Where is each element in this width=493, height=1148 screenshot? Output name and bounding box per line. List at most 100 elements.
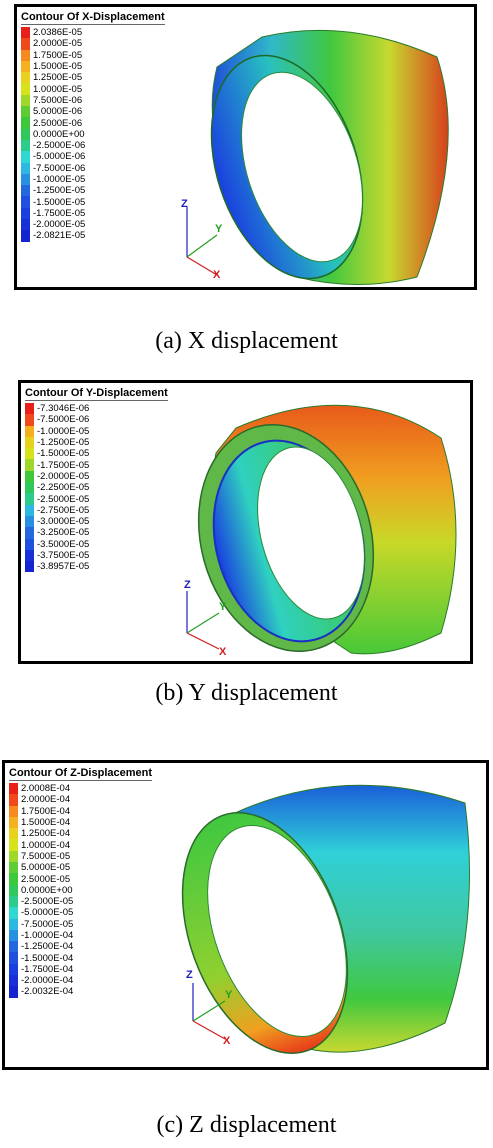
legend-rows: 2.0386E-05 2.0000E-05 1.7500E-05 1.5000E-05… bbox=[21, 27, 165, 242]
legend-value: 1.2500E-04 bbox=[21, 828, 71, 840]
legend-swatch bbox=[25, 414, 34, 426]
legend-divider bbox=[9, 780, 153, 781]
legend-title: Contour Of Z-Displacement bbox=[9, 767, 153, 779]
legend-value: -1.5000E-04 bbox=[21, 952, 74, 964]
ring-z-svg bbox=[181, 784, 470, 1054]
legend-row: -2.0000E-05 bbox=[25, 470, 168, 483]
legend-value: -1.2500E-05 bbox=[37, 437, 90, 449]
legend-row: -1.0000E-05 bbox=[21, 173, 165, 186]
legend-value: 5.0000E-06 bbox=[33, 106, 83, 118]
legend-value: -7.5000E-05 bbox=[21, 918, 74, 930]
legend-swatch bbox=[9, 873, 18, 885]
axis-triad-z bbox=[192, 983, 226, 1040]
axis-label-y: Y bbox=[225, 989, 233, 1001]
legend-swatch bbox=[21, 128, 30, 140]
legend-swatch bbox=[25, 549, 34, 562]
legend-value: 1.0000E-05 bbox=[33, 83, 83, 95]
legend-value: 1.5000E-05 bbox=[33, 61, 83, 73]
legend-swatch bbox=[9, 805, 18, 817]
legend-row: 1.0000E-04 bbox=[9, 839, 152, 851]
legend-divider bbox=[21, 24, 165, 25]
legend-row: 7.5000E-06 bbox=[21, 94, 165, 107]
legend-value: -2.0000E-04 bbox=[21, 975, 74, 987]
legend-swatch bbox=[21, 162, 30, 174]
legend-value: -2.2500E-05 bbox=[37, 482, 90, 494]
legend-swatch bbox=[21, 230, 30, 242]
legend-row: -1.2500E-05 bbox=[21, 185, 165, 197]
legend-row: 0.0000E+00 bbox=[9, 884, 152, 896]
legend-row: -7.3046E-06 bbox=[25, 403, 168, 415]
ring-y-svg bbox=[186, 404, 457, 655]
legend-rows: -7.3046E-06 -7.5000E-06 -1.0000E-05 -1.2500… bbox=[25, 403, 168, 573]
ring-x-hole bbox=[241, 71, 363, 263]
legend-swatch bbox=[25, 538, 34, 550]
legend-swatch bbox=[21, 72, 30, 84]
legend-value: -2.5000E-05 bbox=[21, 896, 74, 908]
axis-triad-x bbox=[186, 207, 218, 276]
legend-row: 0.0000E+00 bbox=[21, 128, 165, 140]
legend-row: -7.5000E-05 bbox=[9, 918, 152, 930]
legend-row: 1.7500E-05 bbox=[21, 49, 165, 61]
legend-value: -2.7500E-05 bbox=[37, 504, 90, 516]
axis-label-z: Z bbox=[181, 198, 188, 210]
legend-row: 1.5000E-05 bbox=[21, 60, 165, 73]
legend-row: -7.5000E-06 bbox=[21, 162, 165, 174]
legend-row: 1.0000E-05 bbox=[21, 83, 165, 95]
legend-row: -2.5000E-05 bbox=[9, 895, 152, 908]
legend-value: -7.5000E-06 bbox=[33, 162, 86, 174]
legend-swatch bbox=[25, 470, 34, 483]
ring-y-hole bbox=[257, 446, 365, 620]
legend-value: 0.0000E+00 bbox=[33, 128, 85, 140]
legend-swatch bbox=[25, 515, 34, 528]
legend-row: 2.0008E-04 bbox=[9, 783, 152, 795]
legend-row: 7.5000E-05 bbox=[9, 850, 152, 863]
legend-swatch bbox=[21, 83, 30, 95]
legend-value: 7.5000E-06 bbox=[33, 94, 83, 106]
legend-swatch bbox=[9, 975, 18, 987]
legend-row: -2.7500E-05 bbox=[25, 504, 168, 516]
legend-value: -1.2500E-05 bbox=[33, 185, 86, 197]
legend-row: -2.0000E-05 bbox=[21, 219, 165, 231]
legend-row: -1.7500E-05 bbox=[21, 207, 165, 220]
legend-value: -2.5000E-05 bbox=[37, 493, 90, 505]
panel-z-displacement: Z Y X Contour Of Z-Displacement 2.0008E-… bbox=[2, 760, 489, 1070]
legend-value: -1.7500E-05 bbox=[33, 207, 86, 219]
legend-row: 1.5000E-04 bbox=[9, 816, 152, 829]
legend-value: 7.5000E-05 bbox=[21, 850, 71, 862]
legend-row: -1.0000E-05 bbox=[25, 425, 168, 437]
legend-value: 2.5000E-05 bbox=[21, 873, 71, 885]
legend-swatch bbox=[9, 794, 18, 806]
legend-swatch bbox=[21, 106, 30, 118]
caption-b: (b) Y displacement bbox=[155, 680, 338, 706]
legend-row: -1.5000E-05 bbox=[21, 196, 165, 208]
legend-swatch bbox=[25, 561, 34, 573]
legend-swatch bbox=[9, 839, 18, 851]
legend-swatch bbox=[9, 895, 18, 908]
legend-row: -2.0000E-04 bbox=[9, 975, 152, 987]
legend-row: -5.0000E-05 bbox=[9, 907, 152, 919]
legend-value: -1.5000E-05 bbox=[33, 196, 86, 208]
legend-swatch bbox=[21, 185, 30, 197]
legend-z: Contour Of Z-Displacement 2.0008E-04 2.00… bbox=[9, 767, 153, 998]
legend-value: -7.3046E-06 bbox=[37, 403, 90, 415]
legend-value: 2.0000E-05 bbox=[33, 38, 83, 50]
legend-value: 2.0000E-04 bbox=[21, 794, 71, 806]
legend-row: 2.0000E-04 bbox=[9, 794, 152, 806]
legend-swatch bbox=[9, 941, 18, 953]
legend-swatch bbox=[21, 38, 30, 50]
axis-label-z: Z bbox=[186, 969, 193, 981]
legend-row: 1.2500E-04 bbox=[9, 828, 152, 840]
legend-swatch bbox=[9, 929, 18, 942]
legend-value: -2.0000E-05 bbox=[33, 219, 86, 231]
legend-value: -2.0032E-04 bbox=[21, 986, 74, 998]
legend-swatch bbox=[21, 139, 30, 152]
legend-value: -1.0000E-05 bbox=[37, 425, 90, 437]
legend-row: 2.0000E-05 bbox=[21, 38, 165, 50]
legend-row: 2.5000E-05 bbox=[9, 873, 152, 885]
legend-row: 5.0000E-06 bbox=[21, 106, 165, 118]
legend-value: -1.0000E-04 bbox=[21, 930, 74, 941]
legend-swatch bbox=[25, 459, 34, 471]
panel-x-displacement: Z Y X Contour Of X-Displacement 2.0386E-… bbox=[14, 4, 477, 290]
legend-swatch bbox=[21, 94, 30, 107]
legend-swatch bbox=[9, 783, 18, 795]
